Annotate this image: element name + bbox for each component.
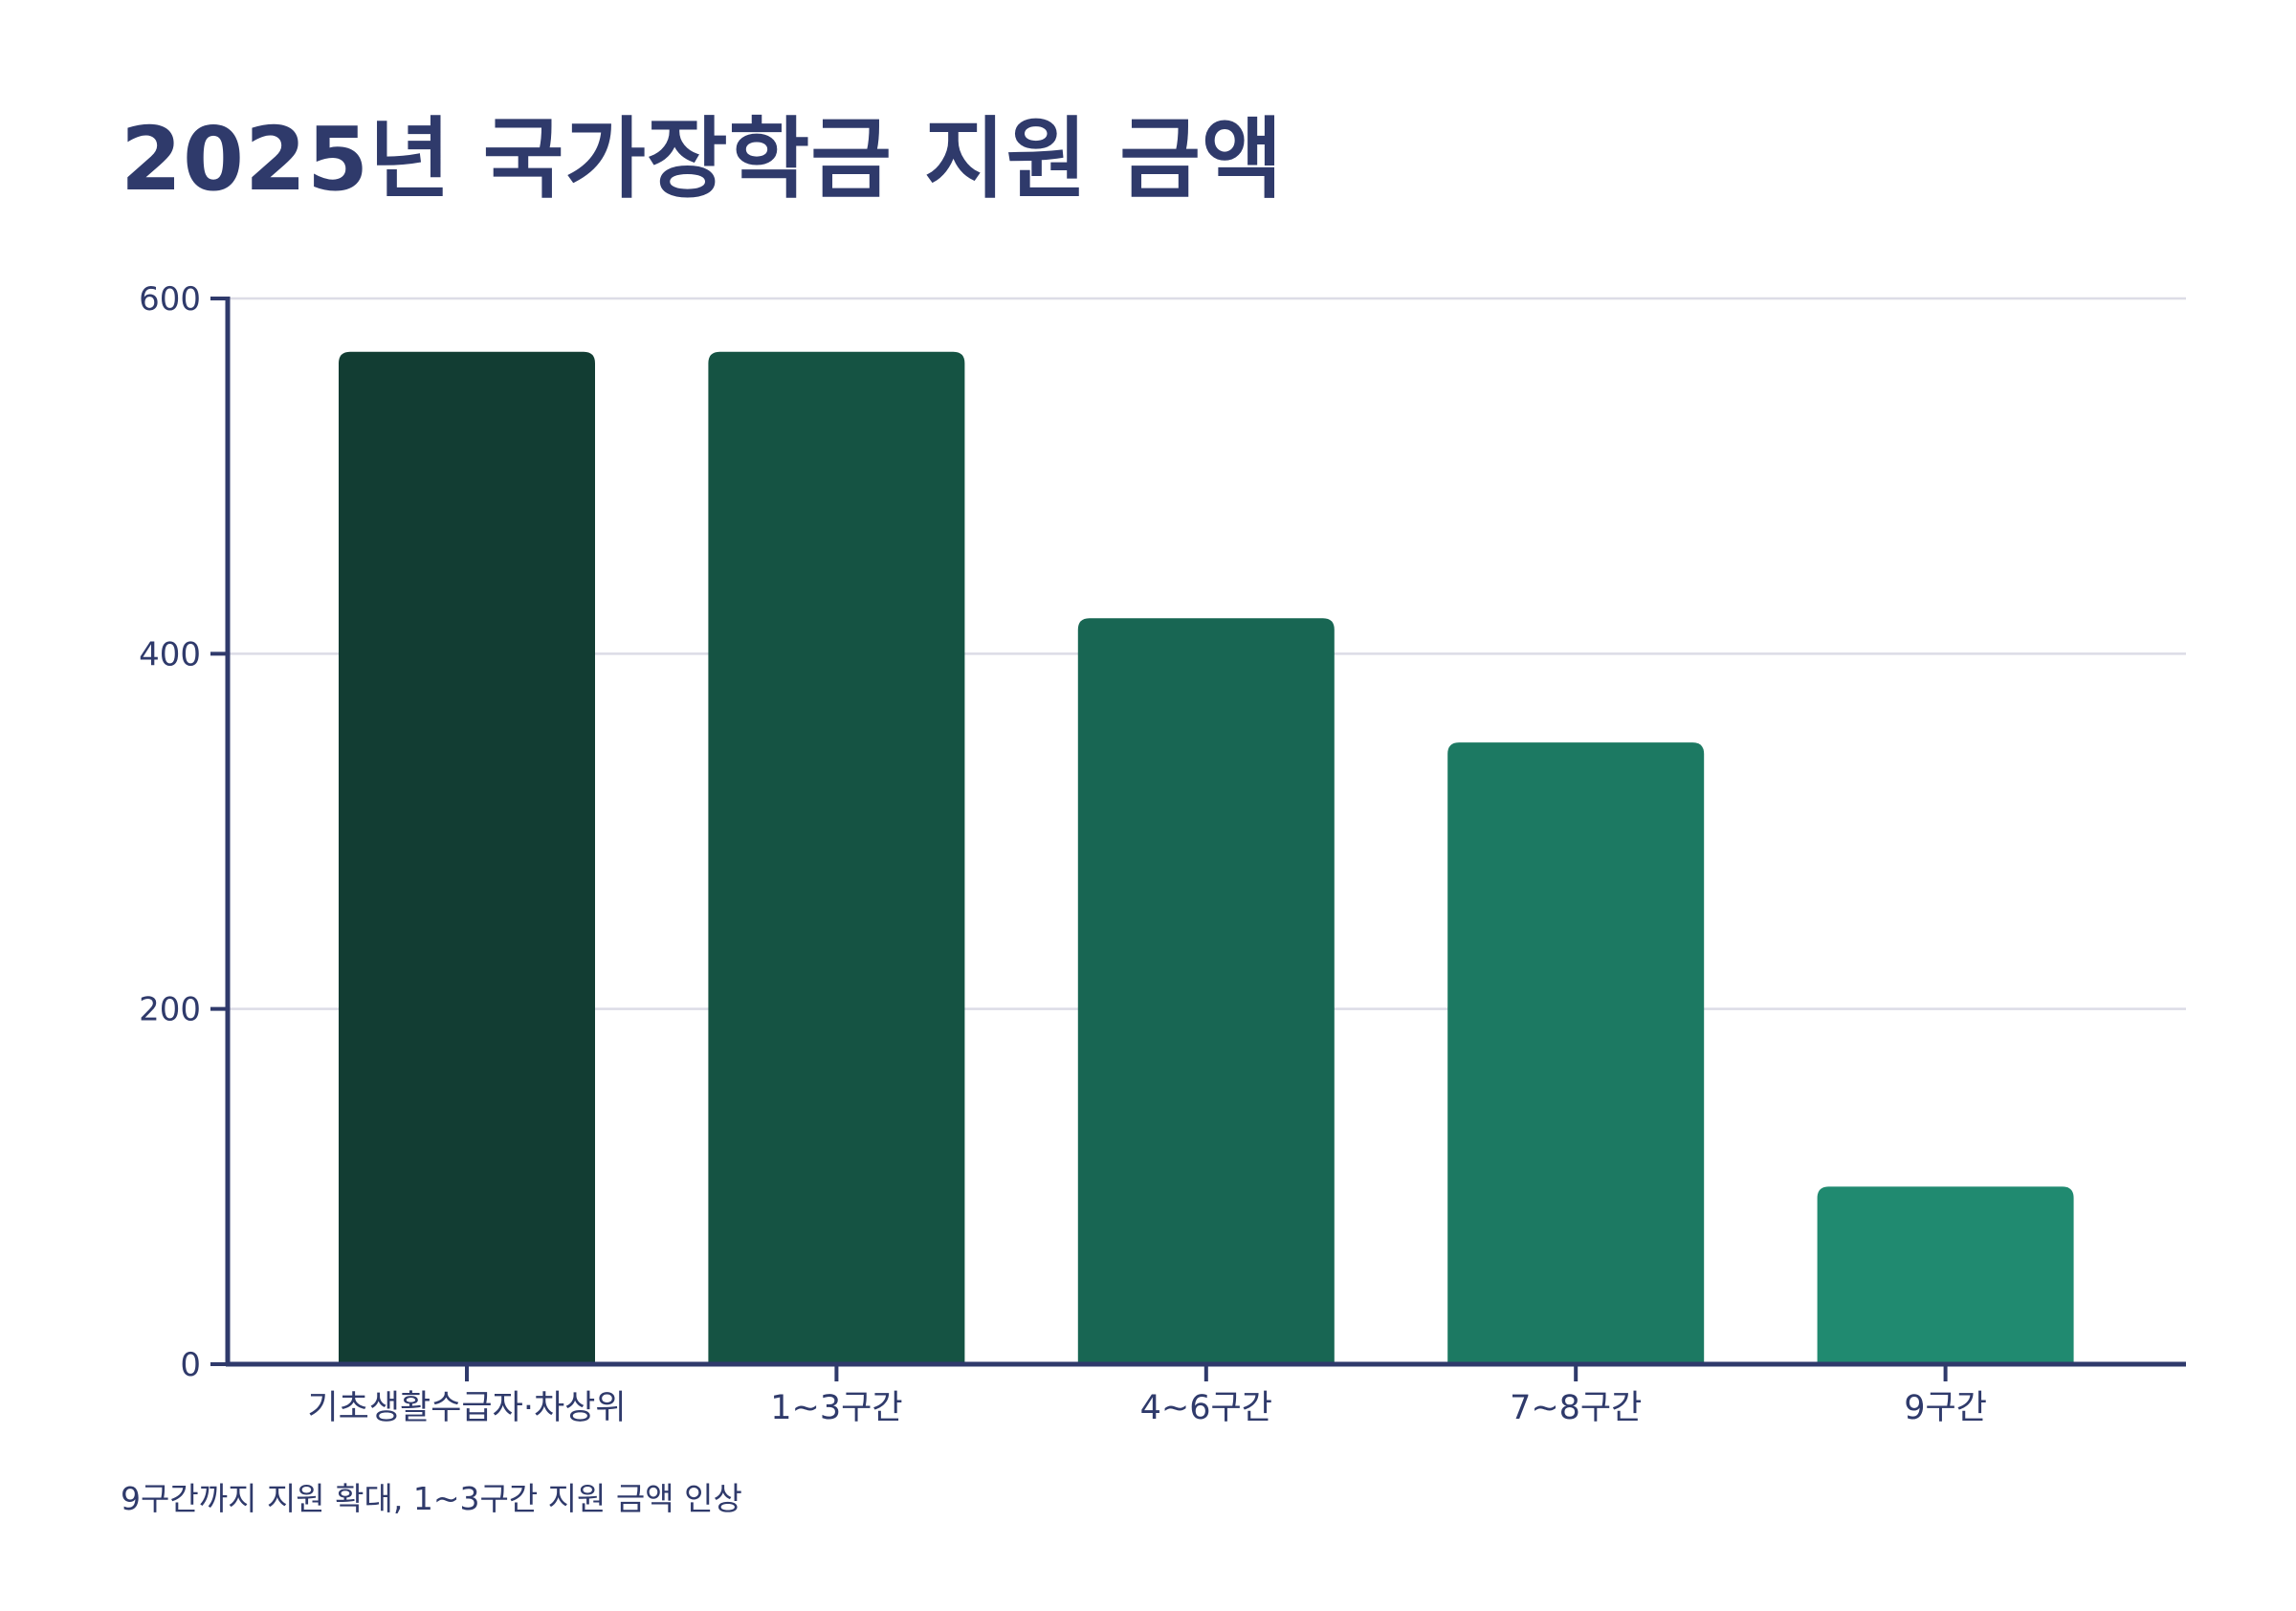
bar-3 [1077,618,1335,1364]
bar-4 [1447,742,1705,1364]
y-tick-label: 0 [180,1346,201,1384]
x-tick-label: 9구간 [1904,1389,1987,1427]
x-tick-label: 기초생활수급자·차상위 [307,1389,626,1427]
x-tick-label: 1~3구간 [770,1389,902,1427]
x-tick-label: 7~8구간 [1510,1389,1642,1427]
chart-footnote: 9구간까지 지원 확대, 1~3구간 지원 금액 인상 [121,1480,742,1517]
x-axis-ticks: 기초생활수급자·차상위 1~3구간 4~6구간 7~8구간 9구간 [307,1364,1987,1427]
bars [339,351,2074,1365]
y-tick-label: 200 [139,991,201,1029]
chart-title: 2025년 국가장학금 지원 금액 [121,108,1284,210]
y-tick-label: 600 [139,280,201,319]
y-axis-ticks: 0 200 400 600 [139,280,228,1384]
y-tick-label: 400 [139,635,201,673]
x-tick-label: 4~6구간 [1140,1389,1272,1427]
bar-5 [1817,1186,2074,1364]
bar-1 [339,351,595,1365]
bar-2 [708,351,965,1365]
